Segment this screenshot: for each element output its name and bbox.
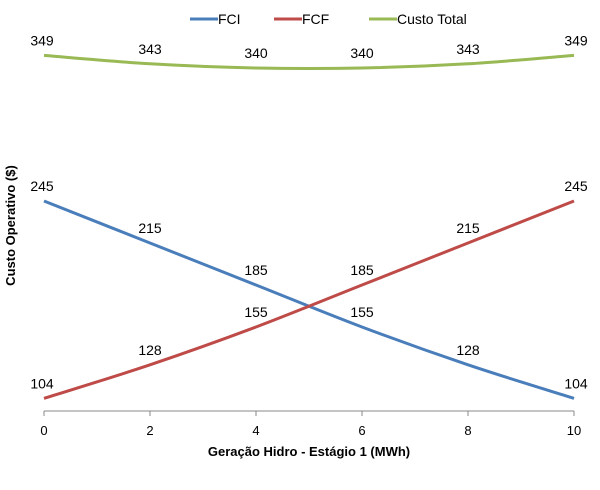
data-label: 349 — [564, 32, 588, 48]
data-label: 185 — [350, 262, 374, 278]
data-label: 343 — [456, 41, 480, 57]
data-label: 215 — [456, 220, 480, 236]
legend: FCI FCF Custo Total — [190, 11, 467, 27]
series-layer — [43, 53, 575, 400]
data-label: 343 — [138, 41, 162, 57]
x-tick-label: 2 — [146, 423, 153, 438]
x-ticks: 0 2 4 6 8 10 — [40, 411, 581, 438]
x-tick-label: 4 — [252, 423, 259, 438]
data-label: 340 — [244, 45, 268, 61]
x-axis-title: Geração Hidro - Estágio 1 (MWh) — [208, 444, 410, 459]
legend-entry: FCF — [302, 11, 329, 27]
series-line-0 — [43, 199, 575, 400]
data-label: 245 — [564, 178, 588, 194]
data-label: 104 — [564, 375, 588, 391]
data-labels: 245 215 185 155 128 104 104 128 155 185 215 245 349 3… — [30, 32, 588, 391]
data-label: 340 — [350, 45, 374, 61]
data-label: 245 — [30, 178, 54, 194]
x-tick-label: 10 — [567, 423, 581, 438]
data-label: 155 — [244, 304, 268, 320]
data-label: 128 — [138, 342, 162, 358]
series-line-2 — [43, 53, 575, 71]
data-label: 155 — [350, 304, 374, 320]
y-axis-title: Custo Operativo ($) — [3, 165, 18, 286]
x-tick-label: 6 — [358, 423, 365, 438]
x-tick-label: 8 — [464, 423, 471, 438]
data-label: 185 — [244, 262, 268, 278]
data-label: 104 — [30, 375, 54, 391]
legend-entry: Custo Total — [397, 11, 467, 27]
data-label: 349 — [30, 32, 54, 48]
x-tick-label: 0 — [40, 423, 47, 438]
legend-entry: FCI — [218, 11, 241, 27]
data-label: 215 — [138, 220, 162, 236]
data-label: 128 — [456, 342, 480, 358]
series-line-1 — [43, 199, 575, 400]
